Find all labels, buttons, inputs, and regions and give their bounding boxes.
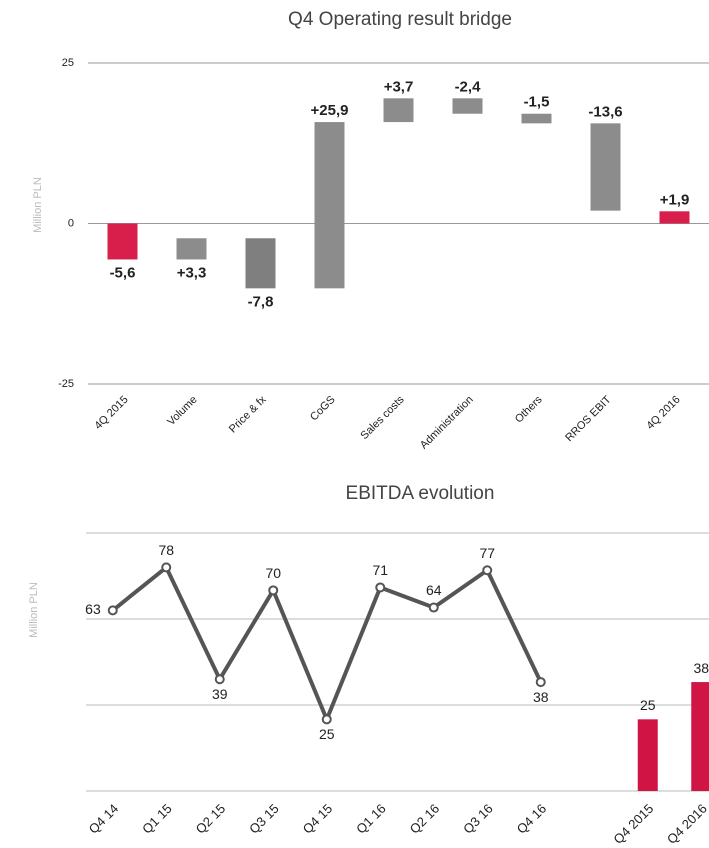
x-tick-label: Q4 14 (86, 801, 122, 837)
value-label: 64 (426, 582, 442, 598)
value-label: 25 (319, 726, 335, 742)
value-label: -13,6 (588, 103, 622, 120)
value-label: 38 (533, 689, 549, 705)
bar (383, 98, 414, 123)
bar (659, 211, 690, 224)
x-tick-label: Q4 15 (300, 801, 336, 837)
point (428, 602, 439, 613)
x-tick-label: Q2 16 (407, 801, 443, 837)
point (214, 674, 225, 685)
y-tick-label: 0 (68, 217, 74, 229)
bar (314, 122, 345, 289)
value-label: 71 (372, 562, 388, 578)
bar (452, 98, 483, 114)
value-label: 38 (693, 660, 709, 676)
x-tick-label: Q3 16 (460, 801, 496, 837)
x-tick-label: CoGS (308, 394, 338, 424)
chart-title: Q4 Operating result bridge (288, 9, 512, 30)
value-label: -7,8 (248, 293, 274, 310)
value-label: 77 (479, 545, 495, 561)
y-axis-label: Million PLN (32, 177, 44, 233)
value-label: 78 (158, 542, 174, 558)
bar (637, 719, 658, 791)
x-tick-label: RROS EBIT (563, 394, 614, 445)
bar (590, 123, 621, 211)
value-label: 70 (265, 565, 281, 581)
value-label: -5,6 (110, 264, 136, 281)
point (321, 714, 332, 725)
line (111, 565, 543, 722)
bar (245, 238, 276, 289)
bar (691, 682, 709, 791)
x-tick-label: Q2 15 (193, 801, 229, 837)
point (107, 605, 118, 616)
x-tick-label: Q4 2015 (610, 801, 656, 847)
point (482, 565, 493, 576)
x-tick-label: 4Q 2016 (644, 394, 682, 432)
value-label: +3,3 (177, 264, 207, 281)
chart-title: EBITDA evolution (346, 483, 495, 504)
y-axis-label: Million PLN (28, 582, 40, 638)
x-tick-label: Q4 16 (514, 801, 550, 837)
x-tick-label: Administration (418, 394, 476, 452)
x-tick-label: Q1 15 (139, 801, 175, 837)
x-tick-label: Q3 15 (246, 801, 282, 837)
x-tick-label: Price & fx (227, 393, 269, 435)
point (161, 562, 172, 573)
value-label: 25 (640, 697, 656, 713)
value-label: +3,7 (384, 78, 414, 95)
bar (521, 113, 552, 124)
point (375, 582, 386, 593)
value-label: 63 (85, 601, 101, 617)
x-tick-label: Sales costs (358, 393, 407, 442)
x-tick-label: Q4 2016 (664, 801, 709, 847)
x-tick-label: Others (513, 393, 545, 425)
value-label: +1,9 (660, 191, 690, 208)
x-tick-label: 4Q 2015 (92, 394, 130, 432)
y-tick-label: -25 (58, 378, 74, 390)
point (268, 585, 279, 596)
value-label: -2,4 (455, 78, 482, 95)
x-tick-label: Q1 16 (353, 801, 389, 837)
bar (107, 223, 138, 260)
bar (176, 238, 207, 260)
value-label: -1,5 (524, 94, 550, 111)
value-label: +25,9 (311, 102, 349, 119)
y-tick-label: 25 (62, 57, 74, 69)
point (535, 677, 546, 688)
x-tick-label: Volume (165, 394, 199, 428)
value-label: 39 (212, 686, 228, 702)
